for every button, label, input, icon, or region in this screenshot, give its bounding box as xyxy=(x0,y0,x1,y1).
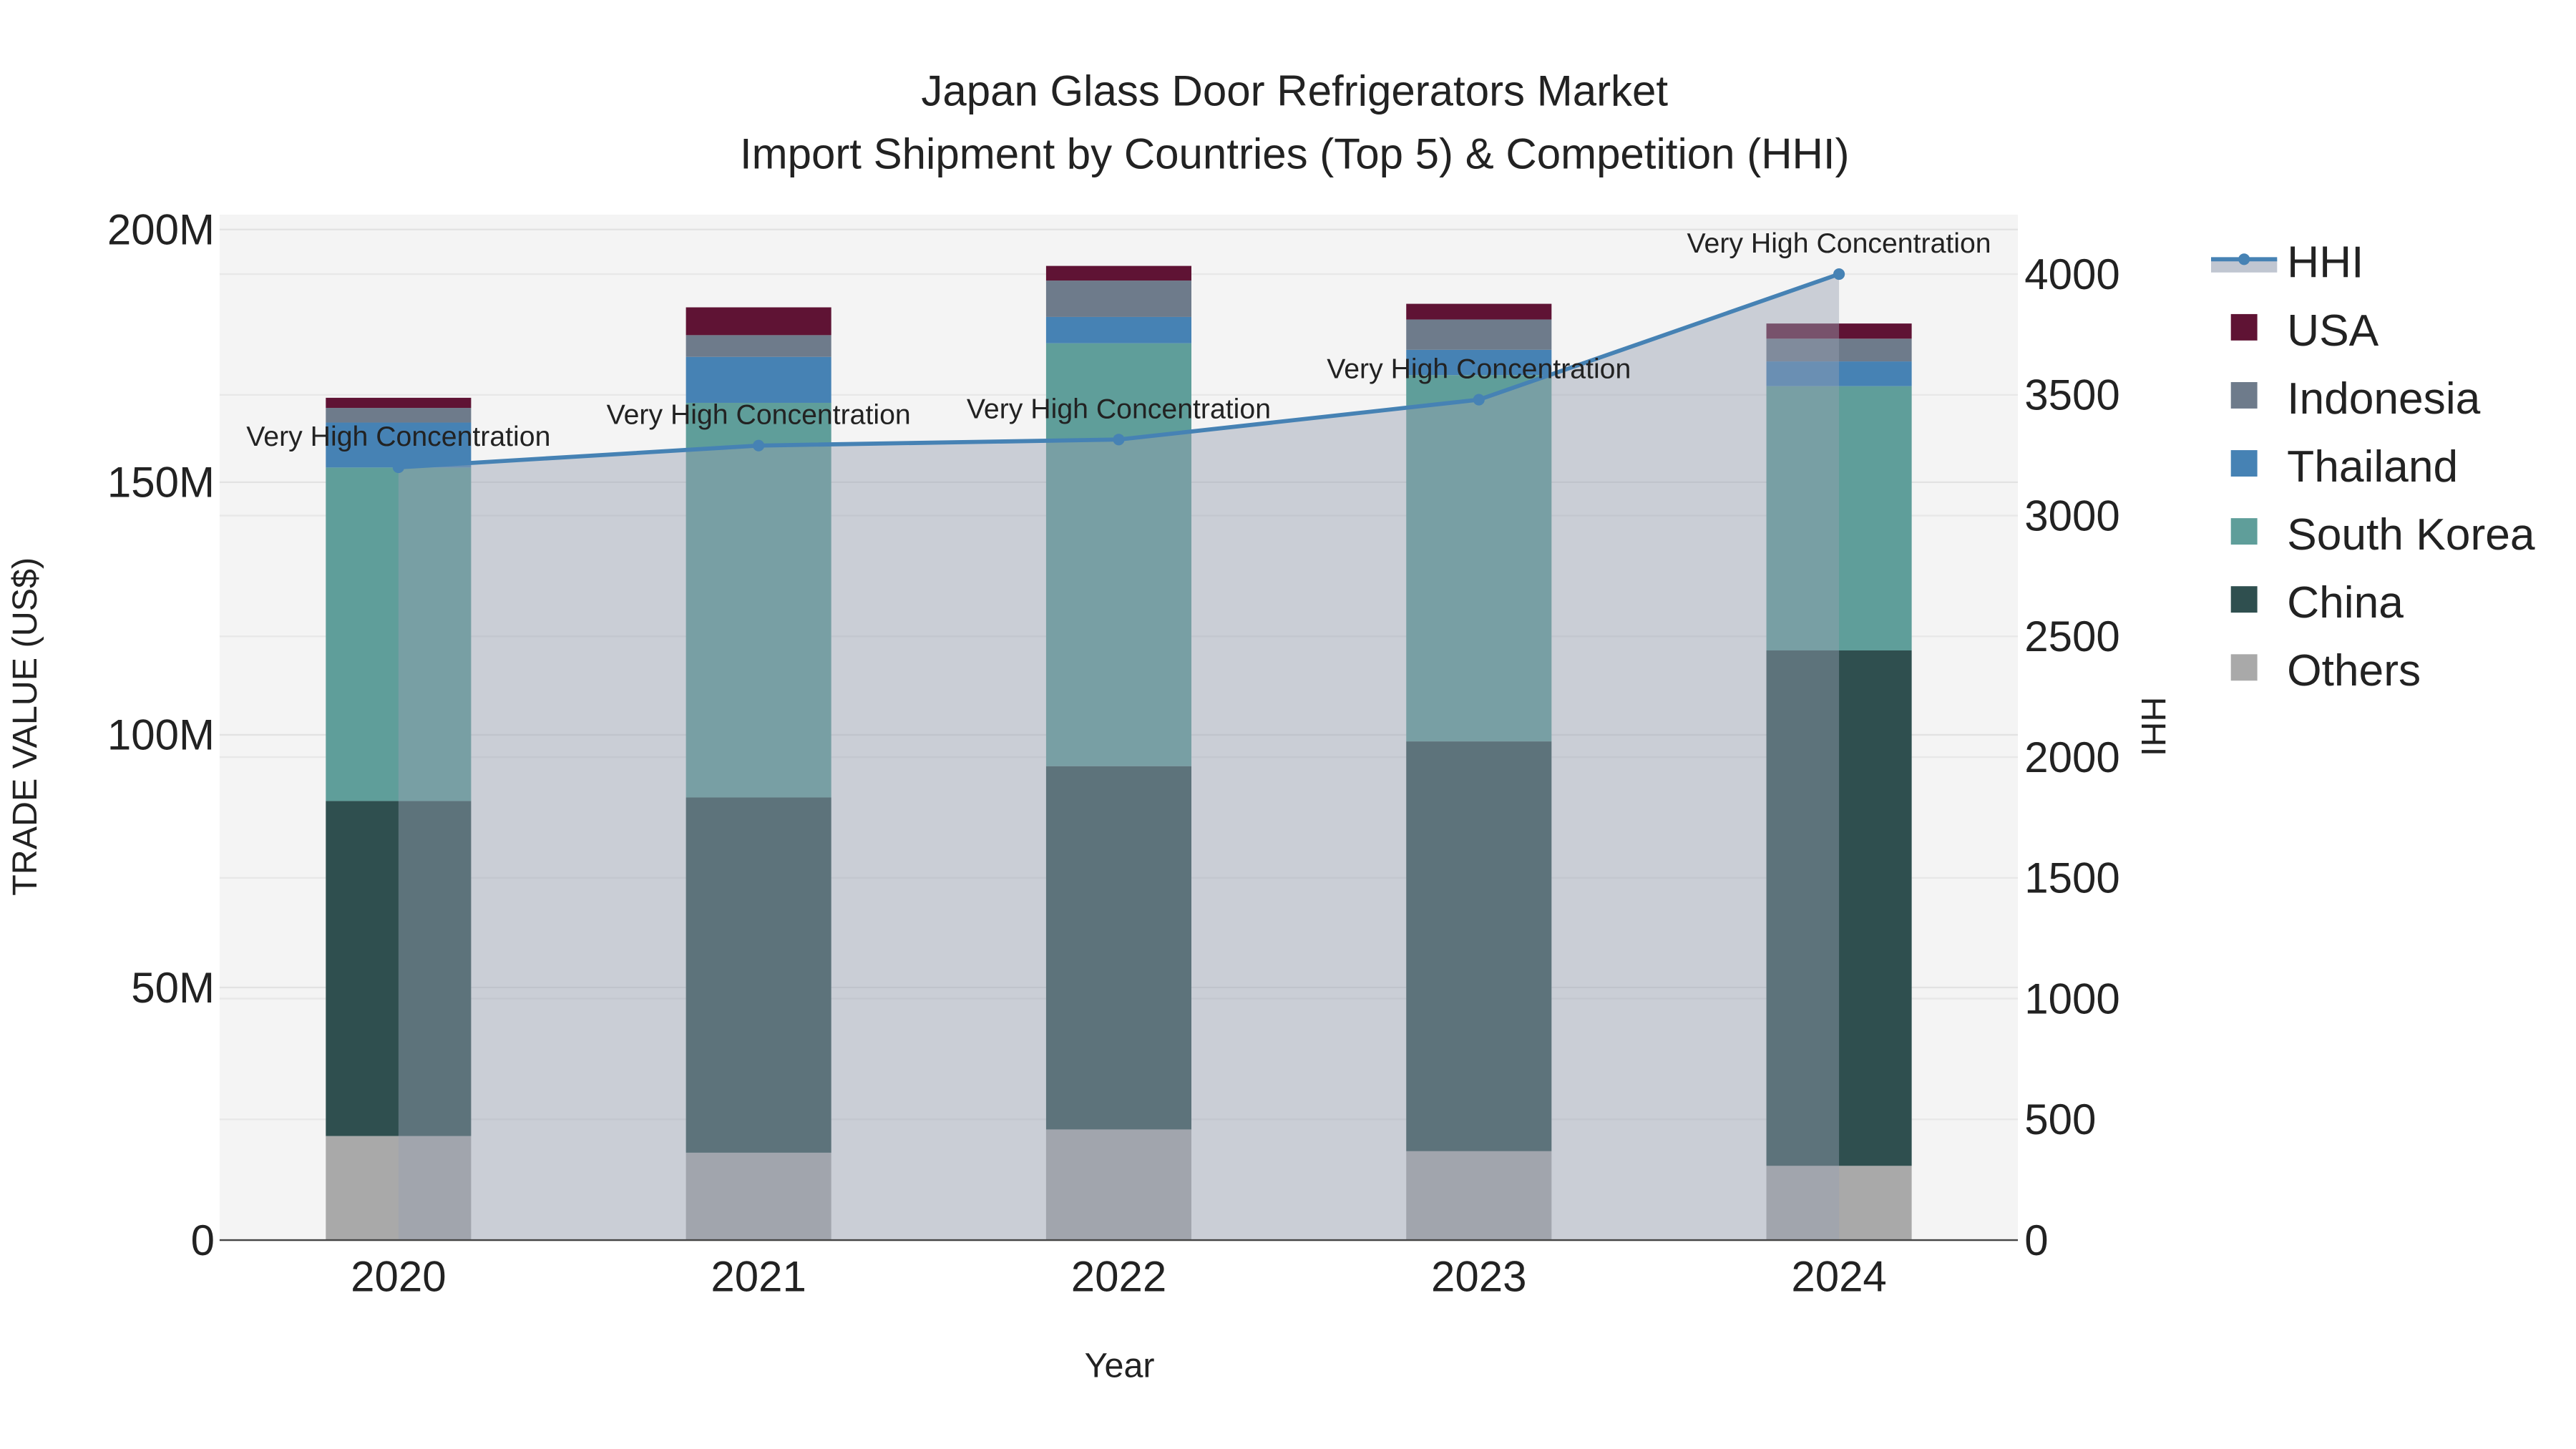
legend-swatch-china xyxy=(2230,586,2258,613)
y2-axis-title: HHI xyxy=(2134,697,2172,756)
bar-indonesia-2024 xyxy=(1766,338,1912,362)
hhi-annotation: Very High Concentration xyxy=(607,399,911,431)
bar-thailand-2024 xyxy=(1766,361,1912,386)
bar-south-korea-2024 xyxy=(1766,386,1912,650)
y-tick-label: 0 xyxy=(191,1216,215,1264)
legend-label: Indonesia xyxy=(2287,374,2481,424)
bar-south-korea-2022 xyxy=(1045,343,1191,766)
legend-label: Others xyxy=(2287,646,2421,696)
bar-others-2020 xyxy=(326,1136,472,1241)
bar-thailand-2021 xyxy=(686,356,831,403)
legend-label: USA xyxy=(2287,306,2379,356)
x-tick-label: 2022 xyxy=(1071,1253,1166,1301)
bar-others-2024 xyxy=(1766,1166,1912,1241)
bar-china-2020 xyxy=(326,801,472,1136)
bar-indonesia-2022 xyxy=(1045,280,1191,317)
hhi-area xyxy=(398,274,1840,1241)
legend-label: South Korea xyxy=(2287,510,2535,560)
y2-tick-label: 500 xyxy=(2024,1096,2096,1143)
legend-hhi-area-swatch xyxy=(2211,259,2278,273)
legend-swatch-usa xyxy=(2230,313,2258,341)
x-tick-label: 2021 xyxy=(711,1253,806,1301)
legend-swatch-thailand xyxy=(2230,450,2258,477)
y-tick-label: 200M xyxy=(107,206,215,254)
bar-usa-2021 xyxy=(686,307,831,336)
y-tick-label: 150M xyxy=(107,459,215,507)
legend-hhi-marker xyxy=(2238,253,2250,265)
y2-tick-label: 2000 xyxy=(2024,733,2119,781)
hhi-point xyxy=(392,462,404,474)
bar-indonesia-2023 xyxy=(1406,319,1552,350)
bar-china-2024 xyxy=(1766,650,1912,1166)
x-tick-label: 2024 xyxy=(1791,1253,1886,1301)
y2-tick-label: 4000 xyxy=(2024,250,2119,298)
bar-thailand-2020 xyxy=(326,422,472,468)
bar-china-2022 xyxy=(1045,766,1191,1130)
hhi-line: Very High Concentration Very High Concent… xyxy=(246,228,1991,1241)
bar-usa-2023 xyxy=(1406,303,1552,320)
y-axis-ticks: 0 50M 100M 150M 200M xyxy=(107,206,215,1264)
legend-swatch-others xyxy=(2230,654,2258,681)
x-tick-label: 2020 xyxy=(351,1253,446,1301)
legend-label: China xyxy=(2287,578,2404,628)
bar-china-2023 xyxy=(1406,741,1552,1151)
bar-usa-2020 xyxy=(326,397,472,409)
hhi-point xyxy=(1473,394,1485,406)
chart-title: Japan Glass Door Refrigerators Market xyxy=(921,67,1668,115)
x-axis-ticks: 2020 2021 2022 2023 2024 xyxy=(351,1253,1887,1301)
bar-thailand-2022 xyxy=(1045,316,1191,343)
hhi-annotation: Very High Concentration xyxy=(246,421,550,452)
legend: HHI USA Indonesia Thailand South Korea China O… xyxy=(2210,238,2535,696)
y-tick-label: 50M xyxy=(131,964,215,1012)
y2-tick-label: 3500 xyxy=(2024,371,2119,419)
hhi-annotation: Very High Concentration xyxy=(967,393,1271,424)
hhi-annotation: Very High Concentration xyxy=(1327,353,1631,385)
bar-indonesia-2020 xyxy=(326,408,472,423)
bar-thailand-2023 xyxy=(1406,349,1552,376)
x-tick-label: 2023 xyxy=(1431,1253,1526,1301)
bar-others-2022 xyxy=(1045,1129,1191,1241)
hhi-point xyxy=(753,439,765,452)
chart-subtitle: Import Shipment by Countries (Top 5) & C… xyxy=(740,130,1850,177)
hhi-point xyxy=(1113,434,1125,446)
bar-south-korea-2020 xyxy=(326,467,472,801)
legend-label: Thailand xyxy=(2287,442,2458,492)
y2-tick-label: 1500 xyxy=(2024,854,2119,902)
hhi-point xyxy=(1833,268,1845,280)
bar-usa-2022 xyxy=(1045,265,1191,281)
y-tick-label: 100M xyxy=(107,711,215,759)
bar-usa-2024 xyxy=(1766,323,1912,339)
bar-south-korea-2023 xyxy=(1406,375,1552,742)
y2-tick-label: 2500 xyxy=(2024,613,2119,660)
bar-china-2021 xyxy=(686,797,831,1153)
bars xyxy=(326,265,1912,1241)
y2-tick-label: 0 xyxy=(2024,1216,2048,1264)
y2-tick-label: 1000 xyxy=(2024,975,2119,1023)
bar-others-2021 xyxy=(686,1152,831,1241)
legend-swatch-south-korea xyxy=(2230,518,2258,545)
legend-swatch-indonesia xyxy=(2230,382,2258,409)
legend-label: HHI xyxy=(2287,238,2363,288)
hhi-annotation: Very High Concentration xyxy=(1687,228,1991,259)
y2-axis-ticks: 0 500 1000 1500 2000 2500 3000 3500 4000 xyxy=(2024,250,2119,1264)
y2-tick-label: 3000 xyxy=(2024,492,2119,540)
bar-south-korea-2021 xyxy=(686,402,831,798)
bar-indonesia-2021 xyxy=(686,335,831,357)
y-axis-title: TRADE VALUE (US$) xyxy=(6,557,44,896)
x-axis-title: Year xyxy=(1085,1347,1155,1385)
bar-others-2023 xyxy=(1406,1151,1552,1241)
